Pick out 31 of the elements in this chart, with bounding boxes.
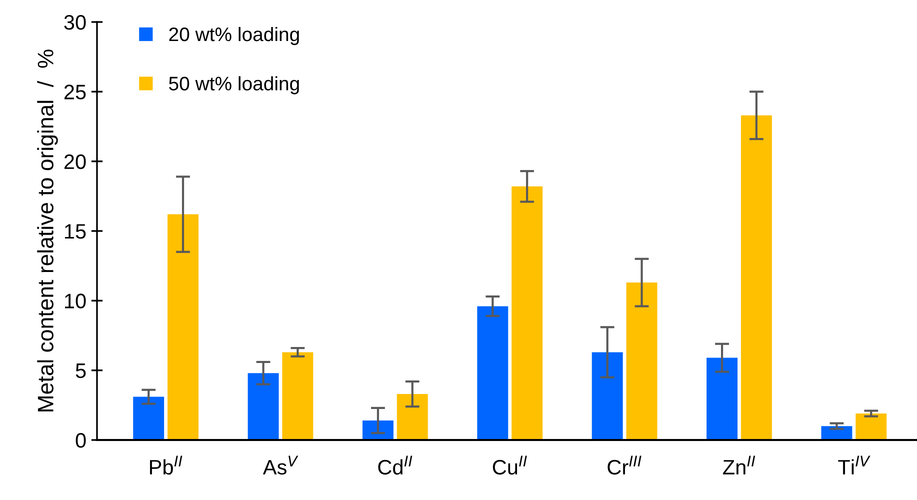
- x-tick-label: Cd$^{II}$: [378, 456, 412, 475]
- bar: [512, 186, 543, 440]
- x-tick-label: Ti$^{IV}$: [838, 456, 870, 474]
- y-tick-label: 20: [64, 154, 86, 170]
- y-tick-label: 30: [64, 15, 86, 30]
- bar: [133, 396, 164, 440]
- y-axis-title: Metal content relative to original / %: [37, 50, 58, 412]
- bar: [740, 115, 772, 440]
- bar: [626, 282, 658, 440]
- bar: [362, 420, 394, 440]
- x-tick-label: Cr$^{III}$: [608, 456, 642, 475]
- legend-label: 20 wt% loading: [169, 26, 299, 46]
- x-tick-label: Cu$^{II}$: [492, 456, 527, 475]
- bar: [477, 306, 508, 440]
- x-tick-label: Zn$^{II}$: [723, 456, 756, 474]
- y-tick-label: 0: [76, 433, 86, 448]
- y-tick-label: 10: [65, 294, 86, 308]
- bar: [856, 414, 887, 440]
- bar: [248, 373, 279, 440]
- bar: [706, 358, 738, 440]
- bar: [282, 352, 314, 440]
- x-tick-label: Pb$^{II}$: [150, 456, 182, 475]
- x-tick-label: As$^{V}$: [262, 456, 298, 475]
- bar: [821, 426, 852, 440]
- bar: [592, 352, 623, 440]
- y-tick-label: 15: [65, 224, 86, 239]
- legend-label: 50 wt% loading: [169, 76, 299, 94]
- bar: [168, 214, 198, 440]
- bar: [396, 394, 428, 440]
- y-tick-label: 5: [76, 364, 86, 378]
- y-tick-label: 25: [64, 84, 86, 100]
